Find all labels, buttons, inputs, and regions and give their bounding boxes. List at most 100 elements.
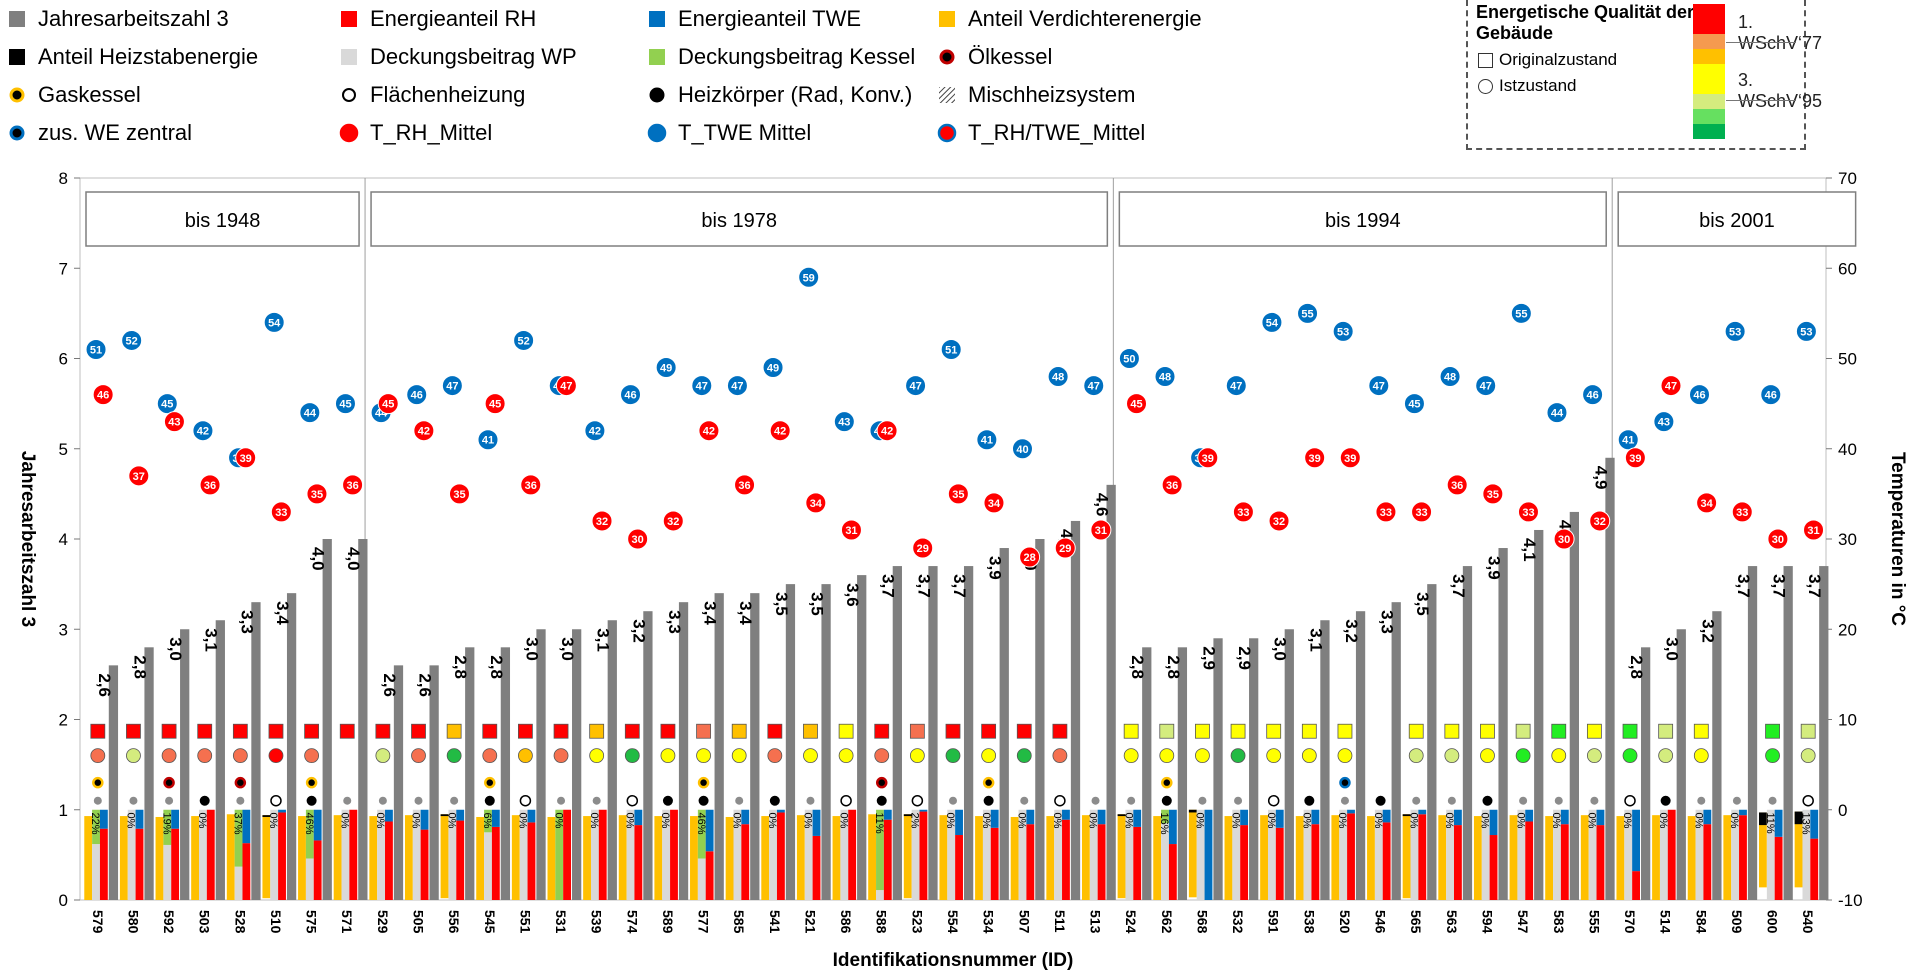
- legend-label: zus. WE zentral: [38, 120, 193, 145]
- jaz-value-label: 3,1: [594, 628, 613, 652]
- quality-scale-step: [1693, 64, 1725, 79]
- jaz-value-label: 3,1: [1306, 628, 1325, 652]
- wp-coverage-bar: [1339, 809, 1348, 900]
- t-rh-label: 42: [703, 426, 715, 438]
- emitter-marker: [1768, 796, 1777, 805]
- jaz-bar: [1676, 629, 1686, 900]
- quality-scale-step: [1693, 109, 1725, 124]
- jaz-value-label: 3,0: [522, 637, 541, 661]
- radiator-marker: [1660, 795, 1671, 806]
- rh-share-bar: [349, 809, 358, 900]
- group-label: bis 1978: [701, 210, 777, 232]
- t-twe-marker: [976, 429, 998, 451]
- t-twe-label: 41: [482, 435, 494, 447]
- jaz-value-label: 3,5: [1413, 592, 1432, 616]
- rh-share-bar: [598, 809, 607, 900]
- wp-coverage-bar: [92, 844, 100, 900]
- x-tick-label: 571: [339, 910, 355, 934]
- t-rh-label: 39: [1629, 453, 1641, 465]
- emitter-marker: [557, 796, 566, 805]
- quality-current-marker: [1800, 748, 1816, 763]
- x-tick-label: 503: [197, 910, 213, 934]
- boiler-coverage-bar: [1161, 809, 1169, 824]
- group-box: [1118, 191, 1607, 247]
- jaz-bar: [1142, 647, 1152, 900]
- jaz-value-label: 2,6: [380, 673, 399, 697]
- rh-share-bar: [705, 851, 714, 900]
- t-twe-label: 47: [696, 381, 708, 393]
- share-percent-label: 0%: [1372, 812, 1384, 828]
- x-tick-label: 579: [90, 910, 106, 934]
- jaz-value-label: 3,4: [701, 601, 720, 625]
- t-rh-label: 33: [1237, 507, 1249, 519]
- jaz-bar: [1249, 638, 1259, 900]
- jaz-value-label: 4,1: [1520, 538, 1539, 562]
- jaz-bar: [1640, 647, 1651, 900]
- quality-current-marker: [161, 748, 177, 763]
- t-twe-marker: [1047, 366, 1069, 388]
- quality-label-wschv77: 1. WSchV‘77: [1738, 12, 1823, 53]
- x-tick-label: 562: [1159, 910, 1175, 934]
- t-twe-label: 47: [731, 381, 743, 393]
- t-twe-marker: [513, 329, 535, 351]
- share-percent-label: 0%: [267, 812, 279, 828]
- legend-item: Mischheizsystem: [936, 80, 1135, 110]
- t-rh-label: 35: [453, 489, 465, 501]
- radiator-marker: [1375, 795, 1386, 806]
- legend-symbol-icon: [9, 87, 25, 103]
- t-rh-marker: [805, 492, 827, 514]
- legend-symbol-icon: [342, 88, 356, 102]
- boiler-coverage-bar: [92, 809, 100, 845]
- legend-symbol-icon: [339, 123, 359, 143]
- rh-share-bar: [420, 829, 429, 900]
- share-percent-label: 0%: [802, 812, 814, 828]
- twe-share-bar: [1703, 809, 1712, 825]
- quality-original-marker: [1159, 723, 1175, 739]
- heating-rod-share-bar: [262, 815, 271, 817]
- jaz-value-label: 3,0: [1271, 637, 1290, 661]
- wp-coverage-bar: [1659, 809, 1668, 900]
- x-tick-label: 584: [1693, 910, 1709, 934]
- chart-legend: Jahresarbeitszahl 3 Energieanteil RH Energ…: [0, 0, 1914, 160]
- boiler-marker: [92, 776, 104, 789]
- quality-scale-step: [1693, 19, 1725, 34]
- quality-original-marker: [161, 723, 177, 739]
- jaz-value-label: 3,7: [1805, 574, 1824, 598]
- t-twe-marker: [584, 420, 606, 442]
- compressor-share-bar: [191, 816, 200, 900]
- rh-share-bar: [883, 819, 892, 900]
- emitter-marker: [165, 796, 174, 805]
- wp-coverage-bar: [662, 809, 671, 900]
- x-tick-label: 540: [1800, 910, 1816, 934]
- jaz-value-label: 2,6: [415, 673, 434, 697]
- quality-current-marker: [268, 748, 284, 763]
- jaz-bar: [892, 566, 902, 900]
- t-twe-marker: [1297, 302, 1319, 324]
- t-rh-marker: [1803, 519, 1825, 541]
- t-rh-marker: [840, 519, 862, 541]
- wp-coverage-bar: [1695, 809, 1704, 900]
- twe-share-bar: [741, 809, 750, 825]
- t-rh-marker: [1660, 375, 1682, 397]
- emitter-marker: [93, 796, 102, 805]
- jaz-bar: [1355, 611, 1366, 900]
- rh-share-bar: [1703, 824, 1712, 900]
- t-rh-marker: [1589, 510, 1611, 532]
- t-rh-marker: [1553, 528, 1575, 550]
- share-percent-label: 37%: [232, 812, 244, 834]
- jaz-value-label: 3,2: [1698, 619, 1717, 643]
- share-percent-label: 0%: [1514, 812, 1526, 828]
- t-rh-label: 32: [667, 516, 679, 528]
- x-tick-label: 591: [1266, 910, 1282, 934]
- t-rh-label: 31: [845, 525, 857, 537]
- x-tick-label: 575: [304, 910, 320, 934]
- quality-scale-step: [1693, 124, 1725, 139]
- jaz-bar: [1177, 647, 1188, 900]
- emitter-marker: [378, 796, 387, 805]
- compressor-share-bar: [1509, 815, 1518, 900]
- y-tick-label: 2: [59, 711, 68, 730]
- quality-current-marker: [981, 748, 997, 763]
- twe-share-bar: [1168, 809, 1177, 845]
- x-tick-label: 585: [731, 910, 747, 934]
- y2-tick-label: 20: [1838, 620, 1857, 639]
